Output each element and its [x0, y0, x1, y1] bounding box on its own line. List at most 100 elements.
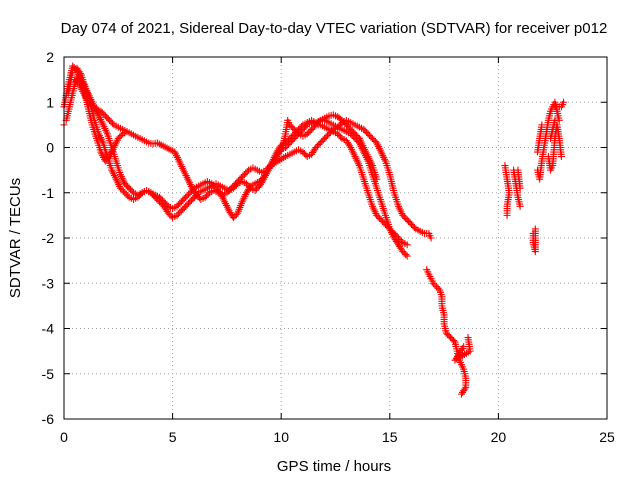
data-point [305, 128, 313, 136]
data-point [399, 211, 407, 219]
data-point [442, 329, 450, 337]
data-point [516, 184, 524, 192]
data-point [203, 192, 211, 200]
data-point [173, 211, 181, 219]
data-point [224, 187, 232, 195]
data-point [432, 283, 440, 291]
data-point [263, 165, 271, 173]
series-track-e [62, 71, 131, 165]
data-point [173, 202, 181, 210]
data-point [405, 217, 413, 225]
data-point [403, 241, 411, 249]
data-point [255, 177, 263, 185]
data-point [408, 220, 416, 228]
data-point [229, 183, 237, 191]
data-point [124, 183, 132, 191]
data-point [262, 166, 270, 174]
data-point [157, 195, 165, 203]
x-tick-label: 10 [273, 429, 289, 445]
data-point [311, 122, 319, 130]
data-point [253, 185, 261, 193]
data-point [104, 115, 112, 123]
data-point [240, 171, 248, 179]
data-point [232, 180, 240, 188]
data-point [447, 334, 455, 342]
data-point [429, 279, 437, 287]
y-tick-label: -3 [42, 275, 55, 291]
data-point [396, 236, 404, 244]
data-point [70, 64, 78, 72]
data-point [373, 211, 381, 219]
data-point [360, 125, 368, 133]
data-point [287, 137, 295, 145]
data-point [231, 212, 239, 220]
data-point [551, 116, 559, 124]
data-point [459, 388, 467, 396]
data-point [179, 205, 187, 213]
data-point [284, 140, 292, 148]
data-point [402, 214, 410, 222]
data-point [242, 169, 250, 177]
data-point [334, 130, 342, 138]
data-point [386, 225, 394, 233]
data-point [321, 134, 329, 142]
series-track-b [60, 62, 411, 249]
data-point [182, 193, 190, 201]
data-point [315, 118, 323, 126]
data-point [560, 98, 568, 106]
data-point [313, 119, 321, 127]
y-tick-label: 2 [46, 49, 54, 65]
data-point [103, 156, 111, 164]
data-point [381, 220, 389, 228]
data-point [373, 175, 381, 183]
data-point [125, 184, 133, 192]
data-point [319, 136, 327, 144]
data-point [387, 226, 395, 234]
data-point [308, 125, 316, 133]
data-point [192, 191, 200, 199]
data-point [237, 174, 245, 182]
data-point [377, 216, 385, 224]
data-point [344, 122, 352, 130]
data-point [313, 142, 321, 150]
data-point [342, 121, 350, 129]
data-point [292, 133, 300, 141]
data-point [312, 121, 320, 129]
data-point [97, 107, 105, 115]
data-point [394, 234, 402, 242]
y-tick-label: -5 [42, 366, 55, 382]
data-point [122, 190, 130, 198]
y-tick-label: -4 [42, 321, 55, 337]
data-point [119, 187, 127, 195]
data-point [312, 144, 320, 151]
data-point [257, 176, 265, 184]
data-point [287, 122, 295, 130]
data-point [185, 190, 193, 198]
data-point [293, 128, 301, 136]
data-point [503, 211, 511, 219]
data-point [236, 175, 244, 183]
data-point [286, 139, 294, 147]
data-point [350, 128, 358, 136]
data-point [160, 198, 168, 206]
data-point [335, 131, 343, 139]
data-point [379, 217, 387, 225]
y-tick-label: -6 [42, 411, 55, 427]
data-point [393, 232, 401, 240]
x-tick-label: 15 [382, 429, 398, 445]
data-point [338, 116, 346, 124]
data-point [176, 199, 184, 207]
data-point [69, 62, 77, 70]
data-point [233, 178, 241, 186]
data-point [450, 337, 458, 345]
data-point [182, 202, 190, 210]
data-point [227, 184, 235, 192]
data-point [194, 193, 202, 201]
data-point [101, 157, 109, 165]
data-point [318, 137, 326, 145]
data-point [176, 208, 184, 216]
data-point [124, 192, 132, 200]
data-point [334, 123, 342, 131]
data-point [251, 186, 259, 194]
data-points [60, 62, 568, 398]
